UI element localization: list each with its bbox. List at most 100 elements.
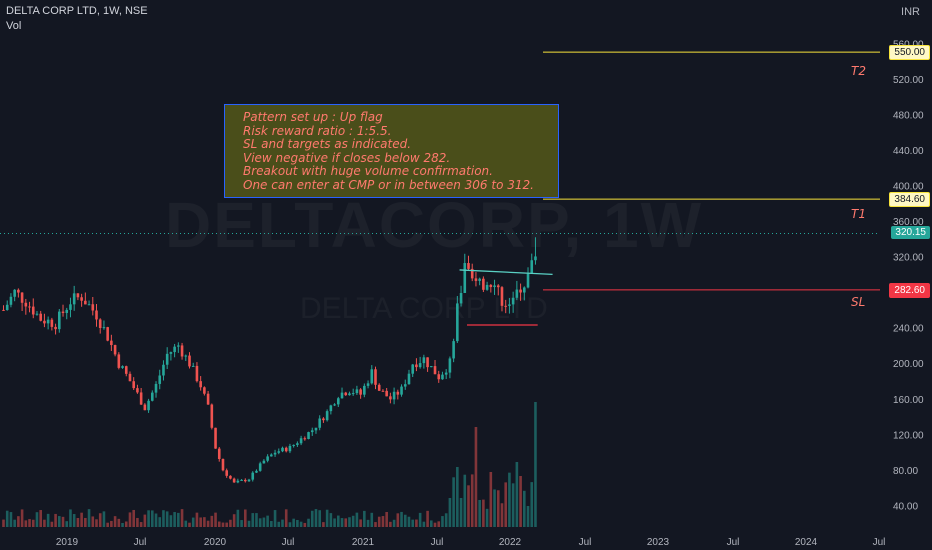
- volume-bar: [370, 512, 374, 527]
- volume-bar: [113, 516, 117, 527]
- volume-bar: [456, 467, 459, 527]
- volume-bar: [284, 509, 288, 527]
- candle: [229, 475, 232, 479]
- volume-bar: [292, 518, 295, 527]
- candle: [411, 364, 414, 374]
- candle: [39, 313, 42, 321]
- candle: [292, 444, 295, 446]
- volume-bar: [377, 516, 381, 527]
- volume-bar: [199, 517, 202, 527]
- currency-label[interactable]: INR: [901, 6, 920, 18]
- candle: [158, 375, 162, 384]
- candle: [43, 320, 46, 324]
- volume-bar: [355, 512, 359, 527]
- t2-label: T2: [851, 64, 866, 78]
- volume-bar: [299, 521, 303, 527]
- y-tick-label: 240.00: [893, 324, 924, 335]
- volume-bar: [314, 509, 318, 527]
- candle: [415, 364, 418, 368]
- candle: [177, 345, 180, 347]
- y-tick-label: 120.00: [893, 430, 924, 441]
- volume-bar: [262, 517, 266, 527]
- candle: [191, 365, 195, 367]
- candle: [102, 327, 106, 329]
- candle: [98, 319, 102, 329]
- volume-bar: [519, 476, 522, 527]
- y-tick-label: 480.00: [893, 110, 924, 121]
- candle: [418, 363, 422, 368]
- candle: [262, 460, 266, 464]
- candle: [526, 273, 530, 288]
- volume-bar: [128, 512, 132, 527]
- volume-bar: [340, 518, 344, 527]
- annotation-box[interactable]: Pattern set up : Up flag Risk reward rat…: [224, 104, 559, 198]
- volume-bar: [511, 483, 515, 527]
- volume-bar: [418, 512, 422, 527]
- candle: [69, 304, 72, 310]
- candle: [151, 392, 154, 401]
- candle: [284, 447, 288, 452]
- volume-bar: [247, 520, 251, 527]
- x-tick-label: 2020: [204, 537, 227, 548]
- candle: [210, 404, 214, 428]
- candle: [169, 352, 173, 354]
- annotation-line: One can enter at CMP or in between 306 t…: [243, 177, 534, 192]
- volume-bar: [158, 517, 162, 527]
- candle: [65, 309, 69, 313]
- candle: [340, 392, 344, 399]
- candle: [214, 427, 217, 449]
- volume-bar: [195, 512, 199, 527]
- volume-bar: [188, 522, 191, 527]
- volume-bar: [214, 512, 217, 527]
- y-tick-label: 560.00: [893, 39, 924, 50]
- level-price-tag: 550.00: [889, 45, 930, 61]
- candle: [244, 479, 247, 482]
- candle: [459, 292, 463, 304]
- volume-bar: [463, 474, 467, 527]
- candle: [273, 452, 277, 455]
- volume-bar: [117, 518, 121, 527]
- candle: [433, 366, 437, 375]
- candle: [266, 456, 269, 461]
- candle: [31, 306, 35, 315]
- volume-bar: [407, 516, 411, 527]
- candle: [180, 345, 184, 357]
- candle: [307, 432, 310, 439]
- volume-bar: [206, 520, 210, 527]
- candle: [322, 418, 325, 421]
- volume-bar: [526, 505, 530, 527]
- volume-bar: [258, 518, 262, 527]
- y-tick-label: 320.00: [893, 253, 924, 264]
- candle: [277, 451, 281, 453]
- volume-bar: [54, 513, 57, 527]
- volume-bar: [65, 521, 69, 527]
- volume-bar: [437, 521, 441, 527]
- y-tick-label: 520.00: [893, 75, 924, 86]
- candle: [240, 479, 243, 481]
- candle: [13, 289, 16, 297]
- candle: [374, 369, 377, 385]
- candle: [132, 381, 135, 389]
- candle: [117, 354, 121, 368]
- volume-label[interactable]: Vol: [6, 20, 22, 32]
- volume-bar: [240, 520, 243, 527]
- volume-bar: [489, 472, 493, 527]
- symbol-title[interactable]: DELTA CORP LTD, 1W, NSE: [6, 5, 148, 17]
- candle: [2, 309, 5, 311]
- candle: [377, 384, 381, 391]
- candle: [381, 390, 385, 392]
- candle: [173, 346, 176, 353]
- candle: [441, 374, 444, 380]
- candle: [389, 396, 392, 400]
- volume-bar: [422, 521, 426, 527]
- candle: [530, 260, 534, 274]
- candle: [500, 287, 504, 306]
- candle: [110, 340, 113, 346]
- candle: [400, 386, 403, 395]
- volume-bar: [191, 517, 195, 527]
- volume-bar: [277, 521, 281, 527]
- candle: [147, 400, 150, 411]
- t1-label: T1: [851, 207, 866, 221]
- volume-bar: [173, 512, 176, 527]
